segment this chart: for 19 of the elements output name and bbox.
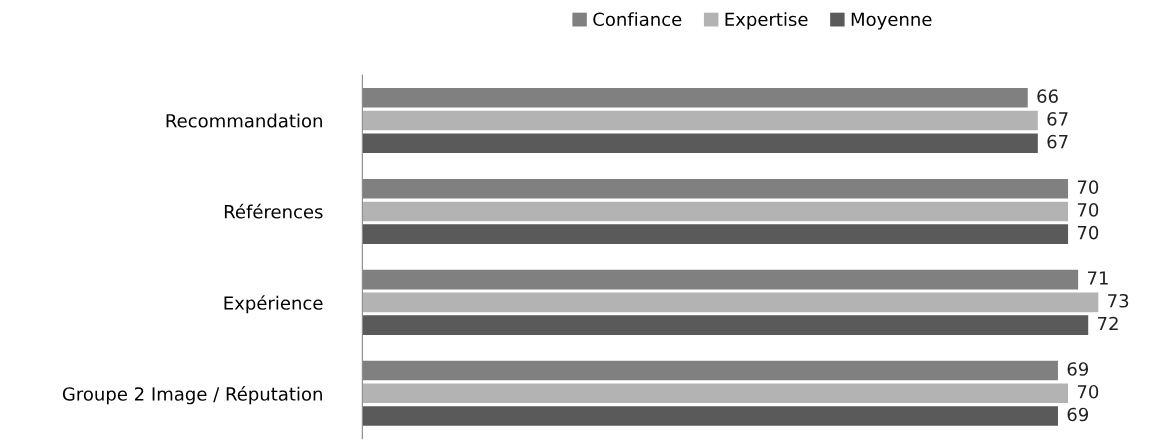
y-tick-label: Recommandation	[166, 113, 322, 128]
y-tick-label: Groupe 2 Image / Réputation	[62, 386, 322, 405]
data-label: 70	[1077, 225, 1099, 240]
legend-label: Expertise	[725, 12, 808, 30]
data-label: 69	[1067, 407, 1089, 422]
data-label: 67	[1047, 134, 1068, 149]
data-label: 72	[1098, 316, 1118, 331]
y-tick-label: Références	[224, 203, 323, 219]
data-label: 70	[1077, 384, 1099, 399]
data-label: 73	[1108, 293, 1129, 308]
legend-label: Confiance	[593, 12, 682, 27]
data-label: 70	[1077, 180, 1099, 194]
data-label: 69	[1067, 362, 1089, 376]
data-label: 66	[1037, 89, 1058, 103]
data-label: 70	[1077, 202, 1099, 217]
y-tick-label: Expérience	[224, 295, 323, 314]
data-label: 71	[1087, 271, 1108, 285]
legend-label: Moyenne	[851, 12, 932, 30]
data-label: 67	[1047, 112, 1068, 126]
